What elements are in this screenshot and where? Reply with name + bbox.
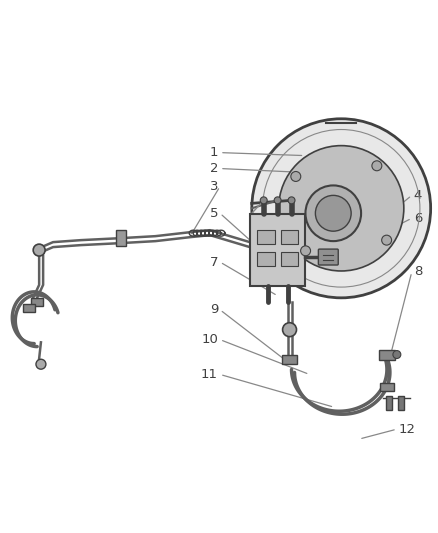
Text: 8: 8: [414, 265, 422, 278]
Bar: [250, 214, 305, 286]
Circle shape: [252, 119, 431, 298]
Bar: [380, 383, 394, 391]
Text: 10: 10: [201, 333, 218, 346]
Text: 1: 1: [209, 146, 218, 159]
Bar: [398, 396, 404, 410]
Circle shape: [305, 185, 361, 241]
FancyBboxPatch shape: [318, 249, 338, 265]
Text: 9: 9: [210, 303, 218, 316]
Circle shape: [36, 359, 46, 369]
Bar: [379, 350, 395, 360]
Circle shape: [260, 197, 267, 204]
Circle shape: [315, 196, 351, 231]
Text: 4: 4: [414, 189, 422, 202]
Circle shape: [372, 161, 382, 171]
Bar: [257, 252, 275, 266]
Circle shape: [279, 146, 404, 271]
Text: 7: 7: [209, 255, 218, 269]
Text: 3: 3: [209, 180, 218, 193]
Bar: [281, 230, 298, 244]
Bar: [31, 298, 43, 306]
Text: 12: 12: [399, 423, 416, 435]
Bar: [257, 230, 275, 244]
Circle shape: [393, 351, 401, 359]
Bar: [116, 230, 126, 246]
Bar: [282, 354, 297, 365]
Circle shape: [33, 244, 45, 256]
Circle shape: [291, 172, 301, 181]
Text: 5: 5: [209, 207, 218, 220]
Bar: [23, 304, 35, 312]
Bar: [386, 396, 392, 410]
Circle shape: [283, 322, 297, 337]
Circle shape: [381, 235, 392, 245]
Text: 6: 6: [414, 212, 422, 225]
Circle shape: [274, 197, 281, 204]
Text: 2: 2: [209, 162, 218, 175]
Bar: [281, 252, 298, 266]
Text: 11: 11: [201, 368, 218, 381]
Circle shape: [300, 246, 311, 256]
Circle shape: [288, 197, 295, 204]
